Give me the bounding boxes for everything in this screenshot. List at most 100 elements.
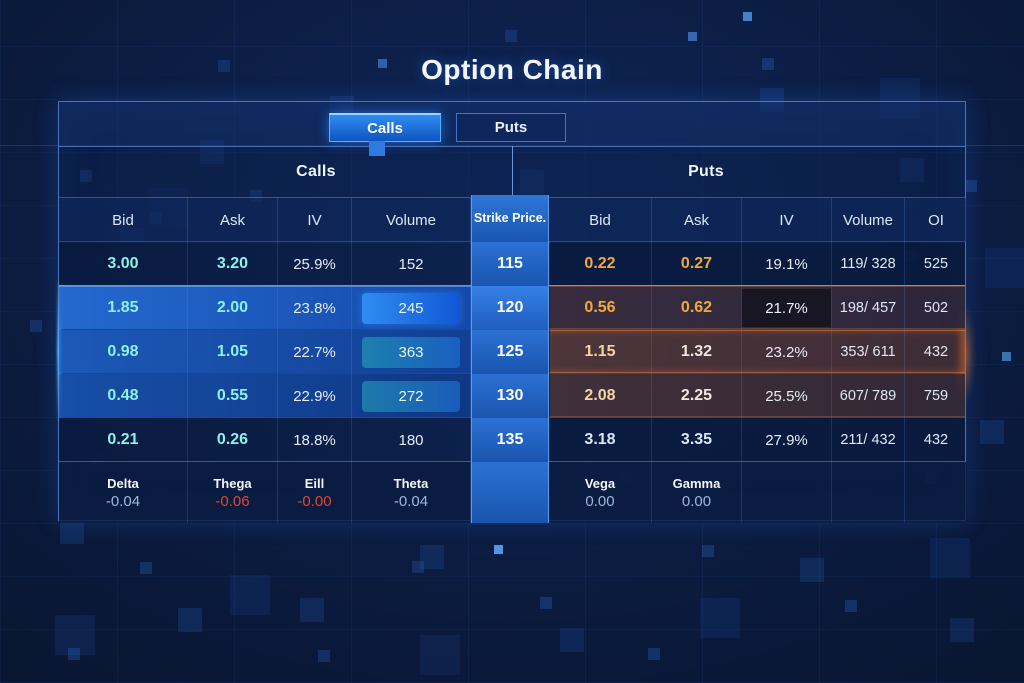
put-iv-cell: 19.1% [742,242,832,286]
header-puts-volume: Volume [832,198,905,242]
call-volume-cell: 272 [352,374,471,418]
call-iv-cell: 18.8% [278,418,352,462]
table-row[interactable]: 1.85 2.00 23.8% 245 120 0.56 0.62 21.7% … [59,285,965,330]
call-volume-cell: 245 [352,286,471,330]
put-volume-cell: 353/ 611 [832,330,905,374]
put-iv-cell: 27.9% [742,418,832,462]
table-row[interactable]: 0.98 1.05 22.7% 363 125 1.15 1.32 23.2% … [59,329,965,374]
volume-highlight-pill: 363 [362,336,460,368]
call-volume-cell: 180 [352,418,471,462]
table-row[interactable]: 0.48 0.55 22.9% 272 130 2.08 2.25 25.5% … [59,373,965,418]
greek-label: Theta [393,475,429,491]
call-bid-cell[interactable]: 0.98 [59,330,188,374]
put-ask-cell[interactable]: 0.62 [652,286,742,330]
table-row[interactable]: 3.00 3.20 25.9% 152 115 0.22 0.27 19.1% … [59,241,965,286]
greek-value: 0.00 [681,492,712,510]
strike-cell[interactable]: 125 [471,330,549,374]
puts-group-label: Puts [688,162,724,180]
greek-empty-cell [832,462,905,523]
put-volume-cell: 211/ 432 [832,418,905,462]
tab-calls[interactable]: Calls [329,113,441,142]
call-ask-cell[interactable]: 2.00 [188,286,278,330]
greek-thega: Thega -0.06 [188,462,278,523]
put-bid-cell[interactable]: 2.08 [549,374,652,418]
put-bid-cell[interactable]: 1.15 [549,330,652,374]
put-ask-cell[interactable]: 0.27 [652,242,742,286]
greek-strike-spacer [471,462,549,523]
header-calls-volume: Volume [352,198,471,242]
greek-value: 0.00 [585,492,615,510]
put-volume-cell: 119/ 328 [832,242,905,286]
header-calls-iv: IV [278,198,352,242]
greek-label: Vega [584,475,616,491]
call-bid-cell[interactable]: 0.48 [59,374,188,418]
call-bid-cell[interactable]: 0.21 [59,418,188,462]
greek-value: -0.04 [105,492,141,510]
put-iv-cell: 23.2% [742,330,832,374]
put-bid-cell[interactable]: 3.18 [549,418,652,462]
header-strike-price: Strike Price. [471,195,549,242]
put-oi-cell: 759 [923,388,949,404]
header-puts-iv: IV [742,198,832,242]
calls-group-label: Calls [296,162,336,180]
volume-highlight-pill: 272 [362,380,460,412]
put-ask-cell[interactable]: 2.25 [652,374,742,418]
header-puts-oi: OI [905,198,967,242]
call-ask-cell[interactable]: 0.26 [188,418,278,462]
put-bid-cell[interactable]: 0.56 [549,286,652,330]
greek-label: Gamma [672,475,721,491]
greek-theta: Theta -0.04 [352,462,471,523]
strike-cell[interactable]: 130 [471,374,549,418]
table-row[interactable]: 0.21 0.26 18.8% 180 135 3.18 3.35 27.9% … [59,417,965,462]
call-iv-cell: 22.7% [278,330,352,374]
greek-label: Delta [107,475,139,491]
call-volume-cell: 363 [352,330,471,374]
page-title: Option Chain [421,54,603,85]
greek-label: Thega [213,475,252,491]
put-iv-cell: 21.7% [742,286,832,330]
greek-gamma: Gamma 0.00 [652,462,742,523]
put-oi-cell: 432 [923,432,949,448]
greek-value: -0.04 [393,492,429,510]
greek-empty-cell [742,462,832,523]
group-divider [512,146,513,197]
greek-value: -0.00 [297,492,332,510]
greek-empty-cell [905,462,967,523]
tab-puts[interactable]: Puts [456,113,566,142]
call-bid-cell[interactable]: 3.00 [59,242,188,286]
put-oi-cell: 502 [923,300,949,316]
call-iv-cell: 25.9% [278,242,352,286]
call-ask-cell[interactable]: 0.55 [188,374,278,418]
put-iv-cell: 25.5% [742,374,832,418]
strike-cell[interactable]: 120 [471,286,549,330]
strike-cell[interactable]: 115 [471,242,549,286]
column-header-row: Bid Ask IV Volume Strike Price. Bid Ask … [59,195,967,243]
put-oi-cell: 525 [923,256,949,272]
option-chain-panel: Calls Puts Calls Puts Bid Ask IV Volume … [57,101,979,523]
call-iv-cell: 22.9% [278,374,352,418]
greek-value: -0.06 [215,492,250,510]
greek-eill: Eill -0.00 [278,462,352,523]
put-oi-cell: 432 [923,344,949,360]
header-puts-bid: Bid [549,198,652,242]
background-hline [0,145,1024,146]
greek-label: Eill [304,475,325,491]
group-header-row: Calls Puts [59,146,965,197]
header-calls-ask: Ask [188,198,278,242]
iv-dark-highlight: 21.7% [742,289,831,327]
strike-cell[interactable]: 135 [471,418,549,462]
active-tab-indicator [369,141,385,156]
put-ask-cell[interactable]: 3.35 [652,418,742,462]
option-rows: 3.00 3.20 25.9% 152 115 0.22 0.27 19.1% … [59,241,965,462]
call-bid-cell[interactable]: 1.85 [59,286,188,330]
put-bid-cell[interactable]: 0.22 [549,242,652,286]
header-puts-ask: Ask [652,198,742,242]
greek-delta: Delta -0.04 [59,462,188,523]
greeks-row: Delta -0.04 Thega -0.06 Eill -0.00 Theta… [59,461,967,523]
call-ask-cell[interactable]: 3.20 [188,242,278,286]
put-ask-cell[interactable]: 1.32 [652,330,742,374]
call-iv-cell: 23.8% [278,286,352,330]
background-squares-bright [0,0,9,9]
call-ask-cell[interactable]: 1.05 [188,330,278,374]
call-volume-cell: 152 [352,242,471,286]
